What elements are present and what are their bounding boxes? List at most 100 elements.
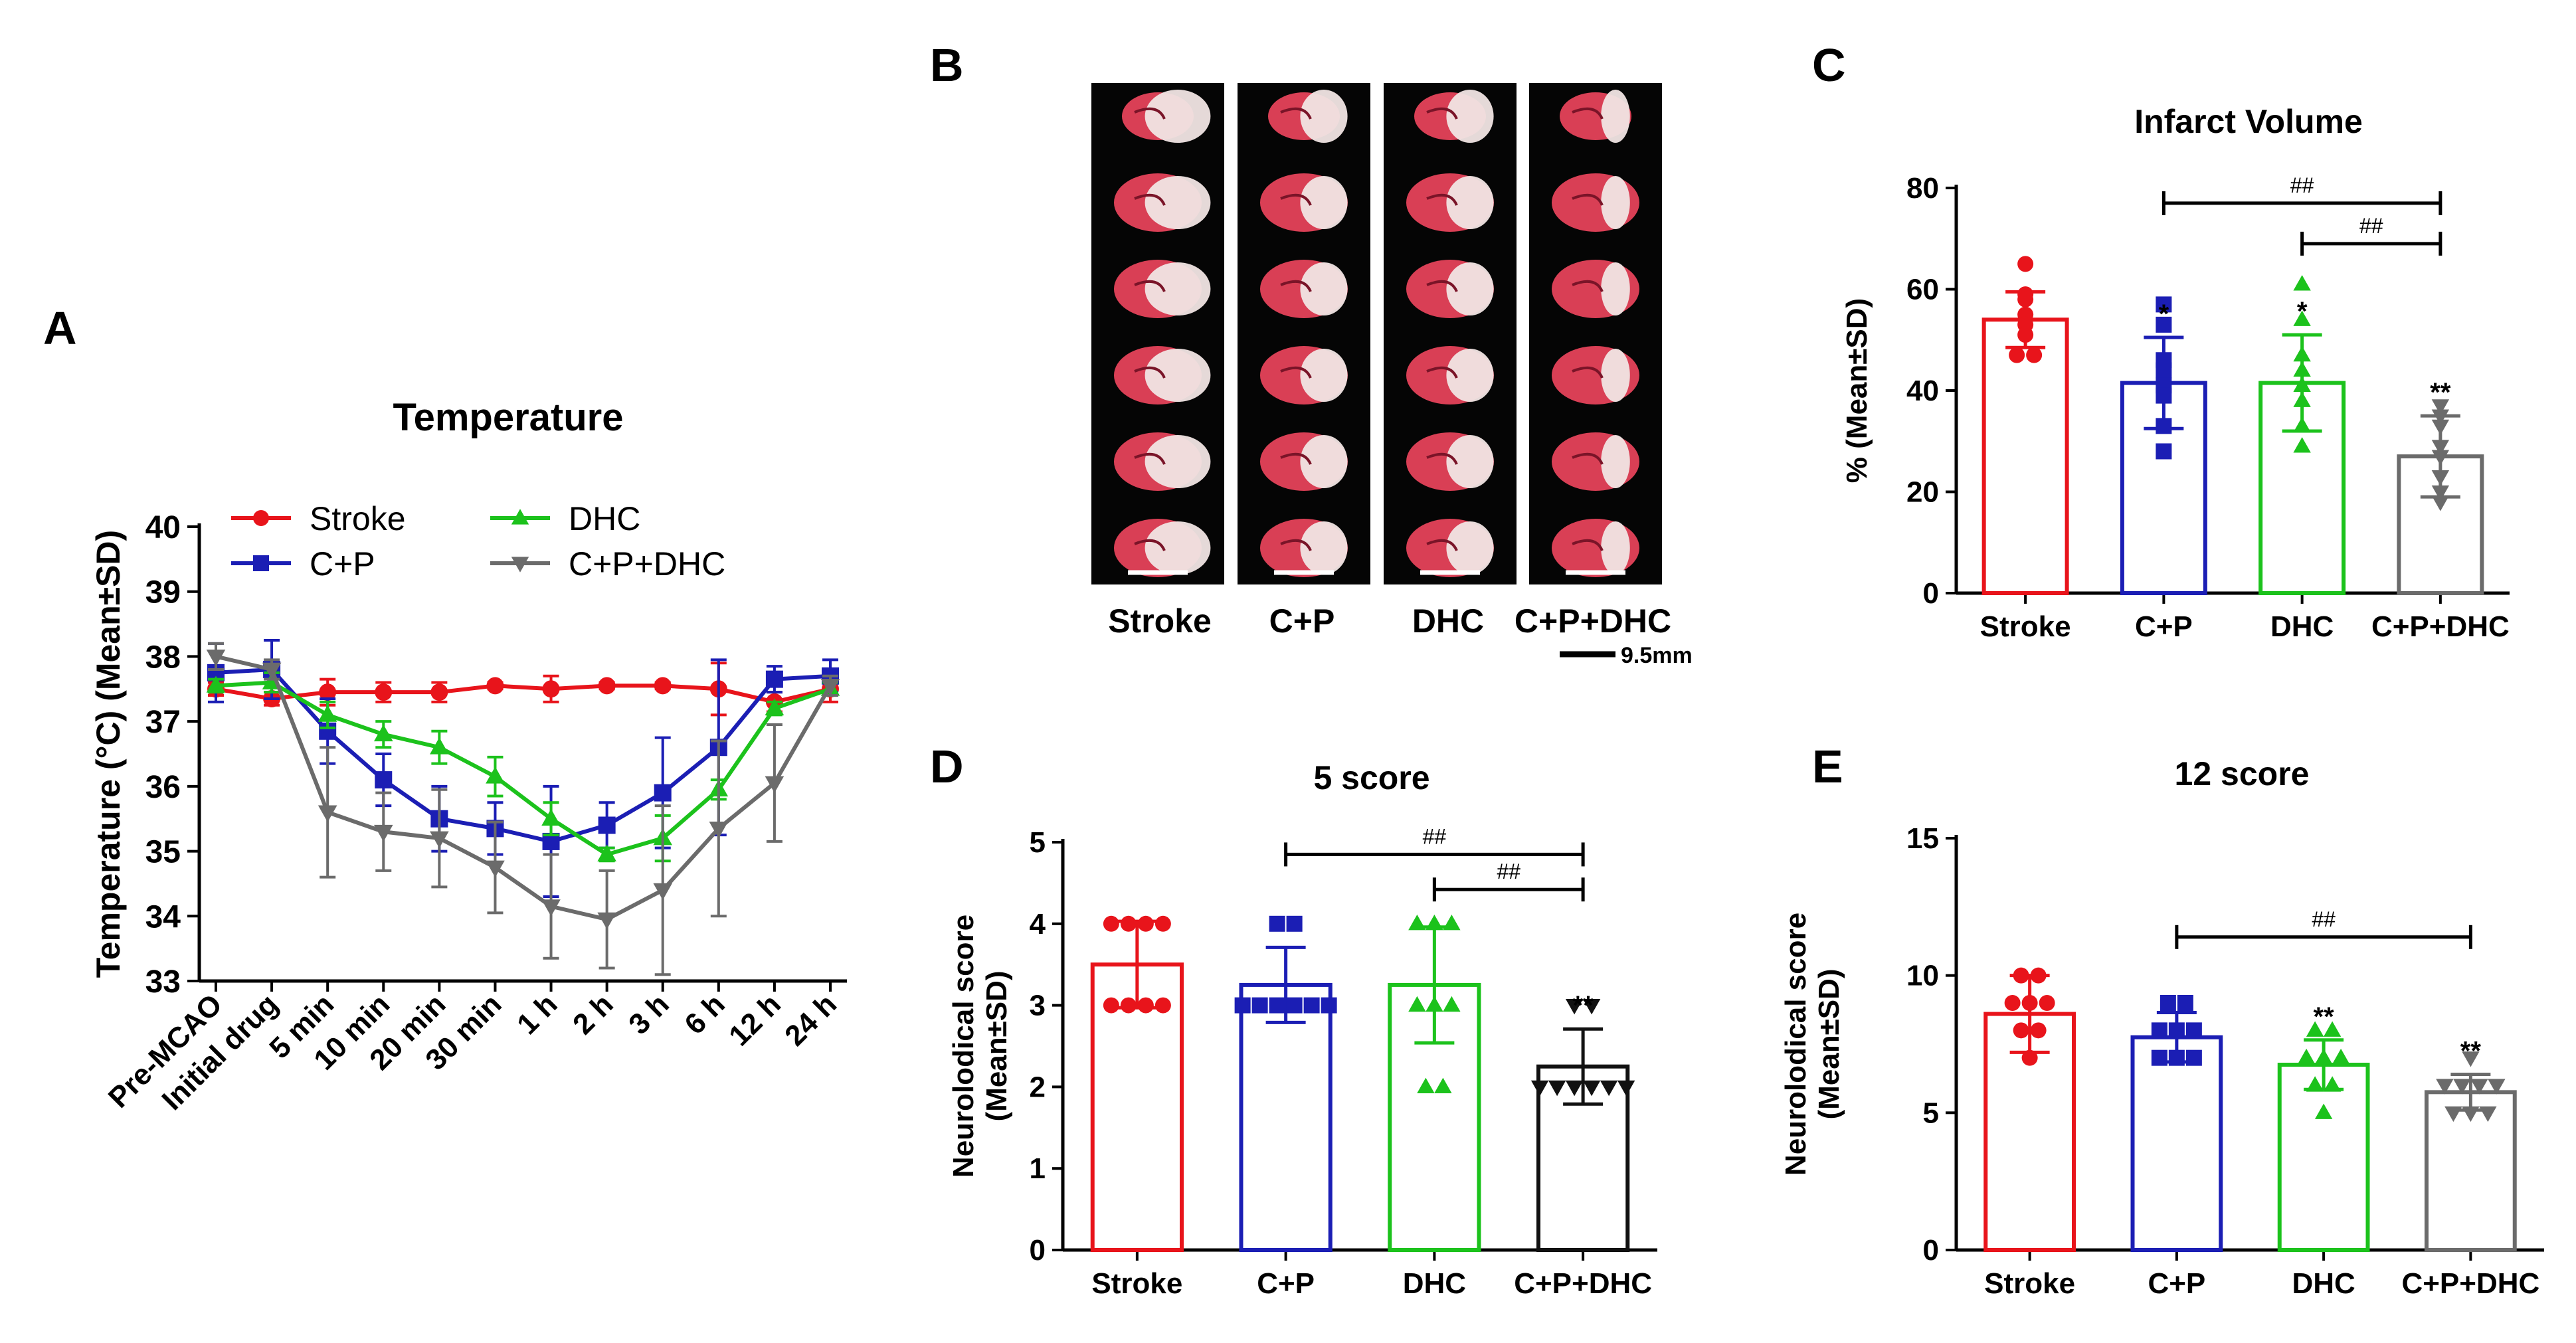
data-point [2462, 1106, 2480, 1122]
data-point [1582, 999, 1601, 1015]
data-point [2151, 1049, 2167, 1066]
y-tick-label: 10 [1906, 960, 1939, 992]
y-tick-label: 0 [1030, 1234, 1046, 1267]
brain-slice [1268, 90, 1348, 143]
brain-slice-infarct [1300, 521, 1348, 575]
legend-item: DHC [490, 500, 640, 537]
significance-bracket: ## [2175, 907, 2472, 949]
data-point [2156, 316, 2172, 333]
brain-slice-infarct [1446, 176, 1494, 229]
series-line [215, 654, 832, 922]
data-point [598, 677, 616, 695]
data-point [1443, 915, 1461, 931]
brain-slice [1260, 260, 1348, 318]
x-tick-label: 1 h [511, 988, 564, 1041]
brain-slice [1406, 519, 1494, 577]
data-point [2436, 1079, 2454, 1095]
panel-b-label-cpdhc: C+P+DHC [1515, 602, 1671, 640]
brain-slice [1260, 432, 1348, 491]
brain-slice-ventricle [1134, 366, 1166, 379]
significance-label: ** [2460, 1036, 2482, 1065]
data-point [1548, 1080, 1566, 1097]
data-point [2293, 275, 2311, 291]
data-point [1103, 997, 1119, 1014]
brain-slice-ventricle [1280, 539, 1312, 551]
data-point [2293, 345, 2311, 362]
series-c-p-dhc [206, 642, 840, 976]
brain-slice [1406, 173, 1494, 232]
data-point [486, 677, 504, 695]
brain-slice-ventricle [1426, 193, 1458, 206]
data-point [319, 683, 337, 701]
data-point [2293, 391, 2311, 407]
brain-slice-ventricle [1134, 193, 1166, 206]
data-point [2453, 1079, 2471, 1095]
significance-label: * [2159, 300, 2169, 329]
x-tick-label: C+P+DHC [2371, 610, 2510, 643]
brain-slice-ventricle [1134, 452, 1166, 465]
data-point [1582, 1080, 1601, 1097]
y-tick-label: 35 [145, 835, 181, 870]
data-point [2470, 1079, 2488, 1095]
x-tick-label: Stroke [1980, 610, 2071, 643]
brain-slice-ventricle [1280, 452, 1312, 465]
brain-slice [1414, 90, 1494, 143]
data-point [1565, 1080, 1584, 1097]
data-point [2431, 409, 2450, 425]
data-point [375, 771, 393, 789]
x-tick-label: 6 h [678, 988, 731, 1041]
data-point [2017, 291, 2034, 308]
data-point [2185, 1022, 2202, 1039]
x-tick-label: 12 h [723, 988, 787, 1052]
y-tick-label: 20 [1906, 476, 1939, 509]
data-point [1103, 915, 1119, 932]
data-point [2021, 1049, 2038, 1066]
data-point [1426, 915, 1443, 931]
brain-slice [1552, 346, 1639, 404]
y-tick-label: 3 [1030, 990, 1046, 1022]
brain-slice [1122, 90, 1211, 143]
data-point [1120, 997, 1137, 1014]
data-point [2030, 967, 2047, 984]
y-tick-label: 2 [1030, 1071, 1046, 1103]
data-point [318, 705, 337, 722]
data-point [597, 912, 616, 930]
significance-bracket: ## [1432, 859, 1585, 902]
series-line [215, 667, 831, 844]
data-point [2323, 1021, 2342, 1037]
data-point [542, 680, 560, 698]
data-point [1408, 915, 1426, 931]
brain-slice [1114, 173, 1211, 232]
data-point [1269, 997, 1285, 1014]
x-tick-label: DHC [2292, 1267, 2355, 1300]
data-point [1321, 997, 1337, 1014]
data-point [2013, 1022, 2029, 1039]
data-point [486, 766, 505, 784]
brain-slice [1406, 346, 1494, 404]
brain-slice-infarct [1300, 349, 1348, 402]
brain-slice-infarct [1446, 435, 1494, 488]
brain-slice-infarct [1601, 90, 1630, 143]
legend-label: C+P+DHC [569, 545, 725, 582]
brain-slice [1560, 90, 1631, 143]
x-tick-label: C+P [1257, 1267, 1315, 1300]
y-axis-label: Temperature (°C) (Mean±SD) [90, 530, 127, 978]
brain-slice-infarct [1446, 521, 1494, 575]
y-tick-label: 40 [1906, 375, 1939, 407]
x-tick-label: 3 h [622, 988, 676, 1041]
data-point [373, 724, 393, 742]
data-point [2293, 361, 2311, 377]
data-point [1286, 915, 1303, 932]
brain-slice-infarct [1300, 435, 1348, 488]
y-tick-label: 39 [145, 575, 181, 610]
data-point [2293, 437, 2311, 453]
brain-slice-ventricle [1572, 539, 1604, 551]
data-point [2177, 995, 2193, 1011]
data-point [1426, 996, 1443, 1012]
data-point [2431, 485, 2450, 501]
x-tick-label: C+P [2148, 1267, 2205, 1300]
significance-label: * [2297, 297, 2308, 326]
brain-slice-ventricle [1426, 539, 1458, 551]
data-point [654, 784, 672, 802]
data-point [2030, 1022, 2047, 1039]
